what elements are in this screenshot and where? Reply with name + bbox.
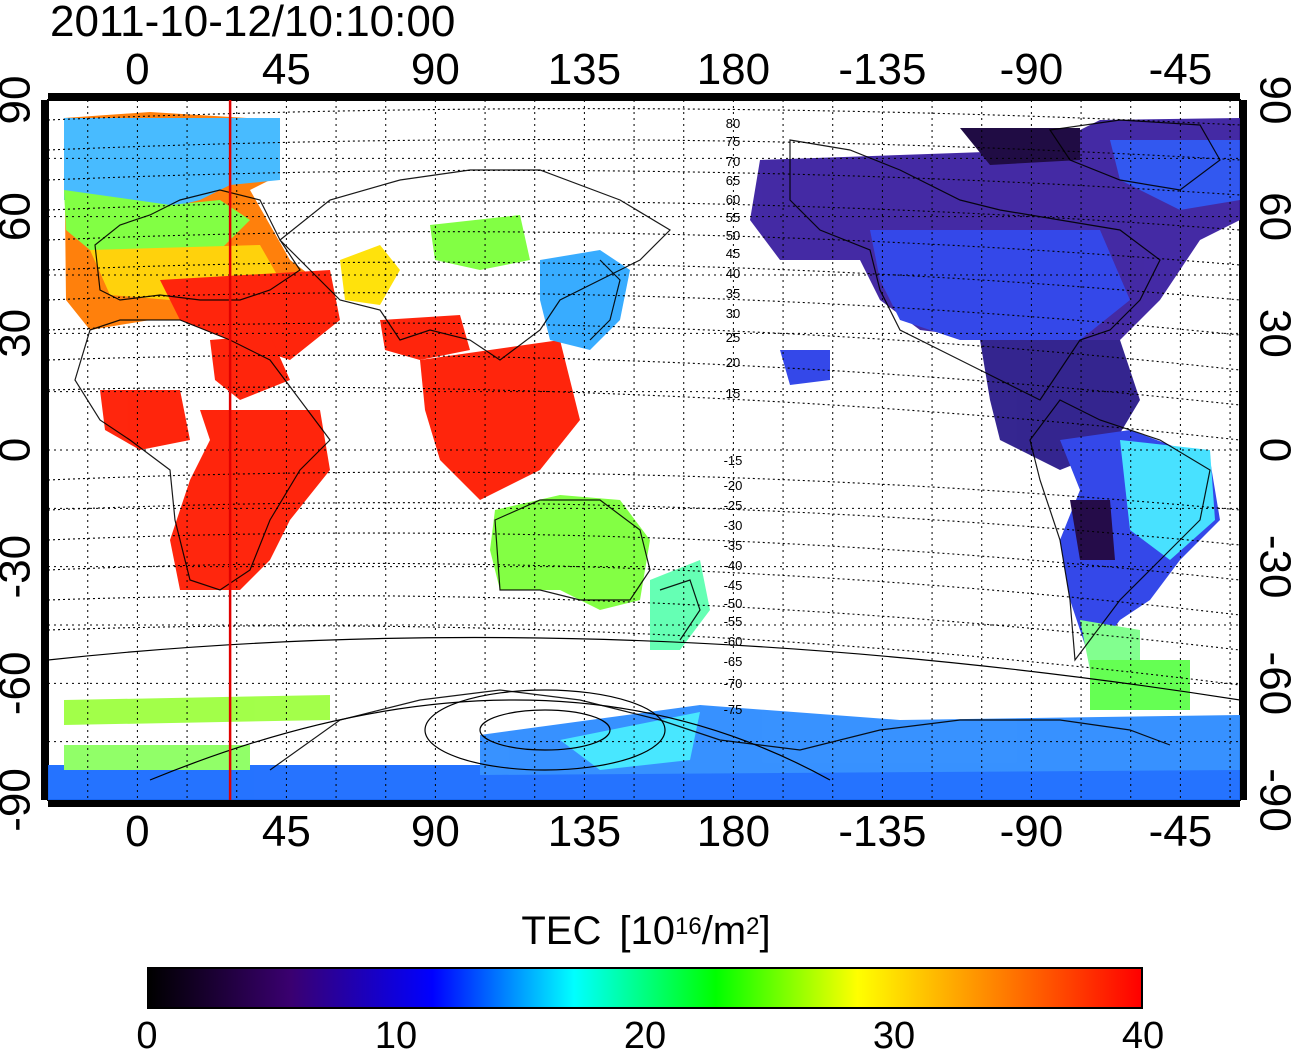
lon-tick-label: -90 — [1000, 45, 1064, 94]
lat-tick-label: 90 — [1250, 76, 1292, 125]
lat-tick-label: 60 — [0, 192, 40, 241]
tec-map: 0 45 90 135 180 -135 -90 -45 0 45 90 135 180 -135 -90… — [0, 45, 1292, 856]
map-axis-bars — [41, 93, 1247, 807]
lat-lon-grid — [48, 100, 1240, 800]
magnetic-latitude-contours — [48, 108, 1240, 686]
mag-lat-label: 35 — [726, 286, 740, 301]
mag-lat-label: 25 — [726, 330, 740, 345]
lon-tick-label: 0 — [125, 807, 149, 856]
lon-tick-label: 45 — [262, 807, 311, 856]
mag-lat-label: 65 — [726, 173, 740, 188]
lon-tick-label: -135 — [838, 807, 926, 856]
tec-patches — [48, 112, 1240, 800]
coastlines — [74, 119, 1221, 771]
lat-tick-label: 60 — [1250, 192, 1292, 241]
mag-lat-label: -65 — [724, 654, 743, 669]
lon-tick-label: 135 — [548, 45, 621, 94]
top-lon-ticks: 0 45 90 135 180 -135 -90 -45 — [125, 45, 1212, 94]
lat-tick-label: -60 — [1250, 652, 1292, 716]
mag-lat-label: 20 — [726, 355, 740, 370]
mag-lat-label: -55 — [724, 614, 743, 629]
mag-lat-label: -35 — [724, 538, 743, 553]
lat-tick-label: -30 — [1250, 535, 1292, 599]
colorbar-units-exponent-2: 2 — [746, 913, 760, 940]
lon-tick-label: 0 — [125, 45, 149, 94]
mag-lat-label: -45 — [724, 578, 743, 593]
polar-contours — [48, 636, 1240, 781]
mag-lat-label: 50 — [726, 228, 740, 243]
mag-lat-label: 30 — [726, 306, 740, 321]
colorbar-units-close: ] — [759, 909, 771, 953]
lat-tick-label: -30 — [0, 535, 40, 599]
mag-lat-label: -20 — [724, 478, 743, 493]
colorbar-units-open: [10 — [619, 909, 675, 953]
mag-lat-label: 75 — [726, 134, 740, 149]
mag-lat-label: 45 — [726, 246, 740, 261]
lon-tick-label: 135 — [548, 807, 621, 856]
colorbar-tick-label: 30 — [872, 1015, 916, 1057]
map-title: 2011-10-12/10:10:00 — [50, 0, 456, 46]
colorbar-tick-label: 0 — [136, 1015, 158, 1057]
mag-lat-label: -25 — [724, 498, 743, 513]
lon-tick-label: -90 — [1000, 807, 1064, 856]
mag-lat-label: -70 — [724, 676, 743, 691]
colorbar-tick-label: 40 — [1121, 1015, 1165, 1057]
lon-tick-label: 180 — [697, 45, 770, 94]
mag-lat-label: -50 — [724, 596, 743, 611]
colorbar-units-mid: /m — [701, 909, 747, 953]
left-lat-ticks: 90 60 30 0 -30 -60 -90 — [0, 76, 40, 832]
colorbar-tick-label: 20 — [623, 1015, 667, 1057]
lon-tick-label: -45 — [1149, 45, 1213, 94]
mag-lat-label: 40 — [726, 266, 740, 281]
right-lat-ticks: 90 60 30 0 -30 -60 -90 — [1250, 76, 1292, 832]
mag-lat-labels: 80 75 70 65 60 55 50 45 40 35 30 25 20 15 -15 -20 -25 -30… — [724, 116, 743, 717]
lat-tick-label: 90 — [0, 76, 40, 125]
mag-lat-label: 15 — [726, 386, 740, 401]
lat-tick-label: -90 — [0, 768, 40, 832]
mag-lat-label: -15 — [724, 453, 743, 468]
lat-tick-label: 0 — [1250, 438, 1292, 462]
lon-tick-label: 45 — [262, 45, 311, 94]
lat-tick-label: 30 — [1250, 309, 1292, 358]
colorbar-tick-label: 10 — [374, 1015, 418, 1057]
mag-lat-label: -60 — [724, 634, 743, 649]
lon-tick-label: 90 — [411, 45, 460, 94]
mag-lat-label: 70 — [726, 154, 740, 169]
lon-tick-label: -135 — [838, 45, 926, 94]
mag-lat-label: 80 — [726, 116, 740, 131]
mag-lat-label: -75 — [724, 702, 743, 717]
bottom-lon-ticks: 0 45 90 135 180 -135 -90 -45 — [125, 807, 1212, 856]
lat-tick-label: 0 — [0, 438, 40, 462]
lat-tick-label: 30 — [0, 309, 40, 358]
colorbar-units-exponent: 16 — [674, 913, 702, 940]
tec-colorbar — [147, 967, 1143, 1009]
lon-tick-label: -45 — [1149, 807, 1213, 856]
colorbar-title-label: TEC — [521, 909, 602, 953]
colorbar-title: TEC [1016/m2] — [0, 906, 1292, 956]
mag-lat-label: -30 — [724, 518, 743, 533]
lon-tick-label: 90 — [411, 807, 460, 856]
mag-lat-label: 55 — [726, 210, 740, 225]
mag-lat-label: 60 — [726, 192, 740, 207]
mag-lat-label: -40 — [724, 558, 743, 573]
lat-tick-label: -90 — [1250, 768, 1292, 832]
lon-tick-label: 180 — [697, 807, 770, 856]
lat-tick-label: -60 — [0, 652, 40, 716]
